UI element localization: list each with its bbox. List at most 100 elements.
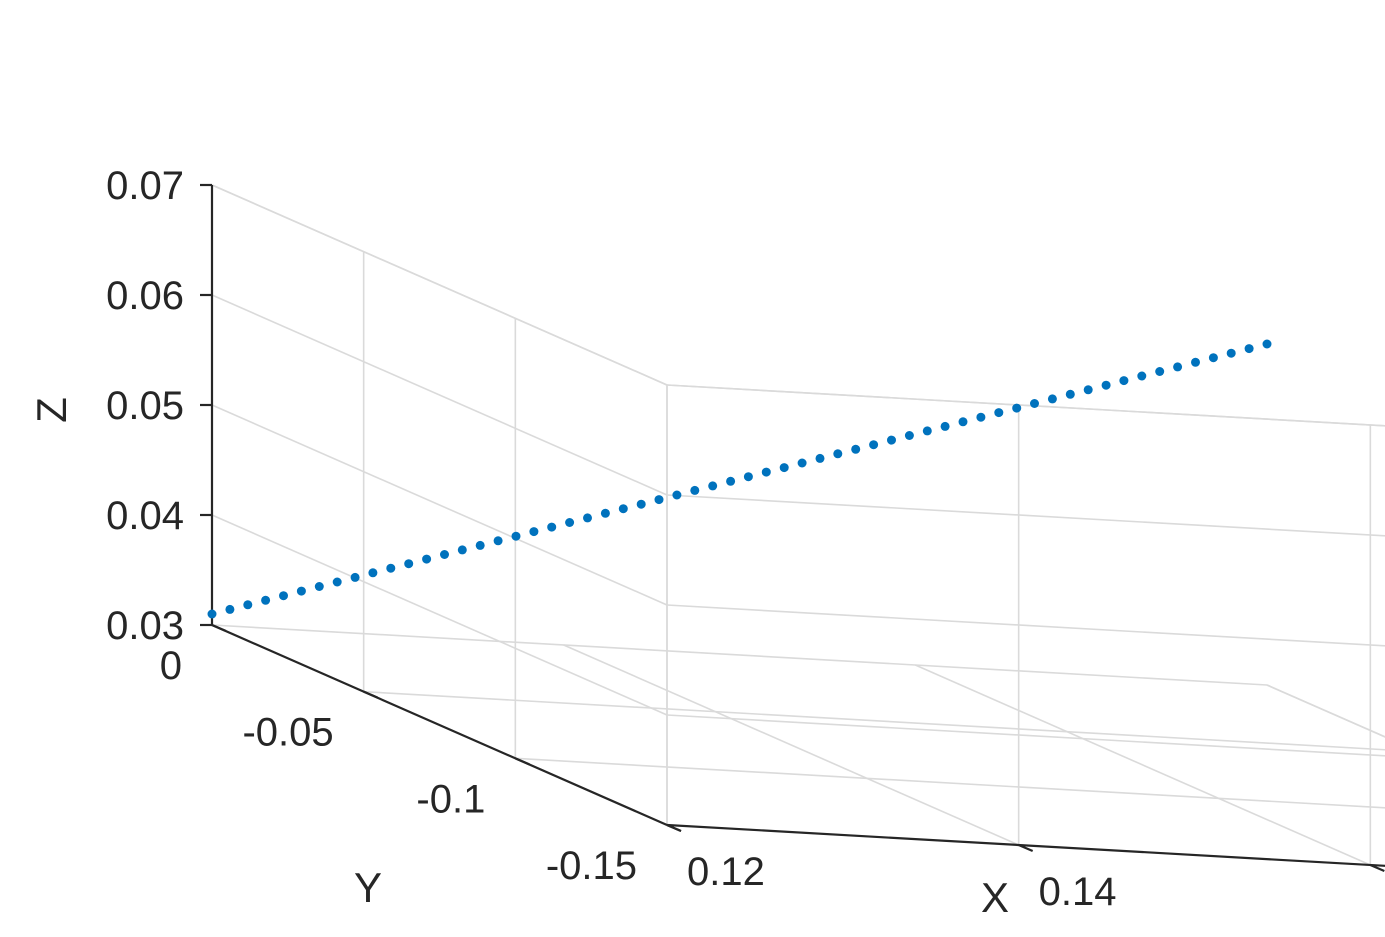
data-point <box>1244 344 1254 354</box>
y-tick <box>514 757 530 766</box>
z-tick-label: 0.03 <box>106 604 184 648</box>
tick-labels: 0.03 0.04 0.05 0.06 0.07 0 -0.05 -0.1 -0.15 0.12 0… <box>106 164 1117 914</box>
box-edge <box>211 184 668 386</box>
grid-line-back-z <box>666 384 1385 427</box>
data-point <box>1012 403 1022 413</box>
grid-line-back-z <box>666 494 1385 537</box>
data-point <box>1191 357 1200 367</box>
y-tick-label: -0.15 <box>546 844 637 888</box>
data-point <box>457 545 467 555</box>
data-point <box>940 421 950 431</box>
data-point <box>493 536 503 546</box>
data-point <box>350 572 360 582</box>
data-point <box>1226 348 1236 358</box>
grid-layer <box>211 184 1385 867</box>
x-axis-line <box>666 823 1385 867</box>
data-point <box>583 513 592 523</box>
data-point <box>332 577 342 587</box>
data-point <box>779 463 789 473</box>
data-point <box>690 485 700 495</box>
grid-line-back-z <box>666 824 1385 867</box>
data-point <box>708 481 718 491</box>
data-point <box>851 444 861 454</box>
data-point <box>207 609 217 619</box>
data-point <box>654 495 664 505</box>
data-point <box>887 435 896 445</box>
data-point <box>922 426 932 436</box>
data-point <box>1137 371 1147 381</box>
data-point <box>726 476 736 486</box>
y-tick-label: -0.1 <box>416 777 485 821</box>
grid-line-floor-x <box>1266 684 1385 738</box>
data-point <box>279 591 288 601</box>
x-tick <box>666 823 682 833</box>
z-tick-label: 0.04 <box>106 494 184 538</box>
box-edge <box>666 384 1385 427</box>
data-point <box>511 531 521 541</box>
data-point <box>1208 353 1218 363</box>
x-tick <box>1018 843 1034 853</box>
data-point <box>1262 339 1272 349</box>
data-point <box>225 604 235 614</box>
z-tick-label: 0.06 <box>106 274 184 318</box>
data-point <box>386 563 396 573</box>
grid-line-left-z <box>211 294 668 496</box>
z-axis-label: Z <box>28 397 75 423</box>
data-point <box>1065 389 1075 399</box>
z-tick-label: 0.05 <box>106 384 184 428</box>
data-point <box>672 490 682 500</box>
data-point <box>440 550 449 559</box>
data-point <box>904 431 914 440</box>
data-point <box>636 499 646 509</box>
grid-line-left-z <box>211 404 668 606</box>
data-point <box>475 540 485 550</box>
data-point <box>404 559 414 569</box>
y-tick <box>211 623 227 633</box>
x-tick-label: 0.14 <box>1039 870 1117 914</box>
data-point <box>261 595 271 605</box>
data-point <box>368 568 378 578</box>
x-tick-label: 0.12 <box>687 850 765 894</box>
y-tick <box>363 690 379 699</box>
grid-line-floor-y <box>211 624 1268 686</box>
y-tick-label: 0 <box>160 644 182 688</box>
data-point <box>743 472 753 482</box>
y-axis-line <box>211 623 668 827</box>
data-point <box>958 417 968 427</box>
data-point <box>1119 376 1129 386</box>
data-point <box>1030 399 1039 408</box>
x-tick <box>1369 863 1385 873</box>
data-point <box>1101 380 1111 390</box>
data-point <box>296 586 306 596</box>
grid-line-left-z <box>211 514 668 716</box>
grid-line-back-z <box>666 604 1385 647</box>
grid-line-floor-y <box>666 824 1385 867</box>
y-axis-label: Y <box>354 864 382 911</box>
data-point <box>1047 394 1057 404</box>
data-point <box>976 412 986 422</box>
y-tick-label: -0.05 <box>242 711 333 755</box>
data-point <box>243 600 253 610</box>
grid-line-back-z <box>666 714 1385 757</box>
grid-line-floor-x <box>915 664 1371 866</box>
data-point <box>994 408 1004 418</box>
data-point <box>314 582 324 591</box>
data-point <box>618 504 628 514</box>
x-axis-label: X <box>981 874 1009 921</box>
z-tick-label: 0.07 <box>106 164 184 208</box>
data-point <box>797 458 807 468</box>
data-point <box>815 453 825 463</box>
data-point <box>761 467 771 477</box>
data-point <box>565 518 575 527</box>
grid-line-floor-x <box>563 644 1019 846</box>
data-point <box>422 554 432 564</box>
data-point <box>869 440 879 450</box>
data-point <box>1173 362 1183 372</box>
data-point <box>547 522 557 532</box>
data-point <box>529 527 539 537</box>
box-edge <box>1266 684 1385 738</box>
grid-line-floor-y <box>515 757 1385 809</box>
data-point <box>833 449 843 459</box>
data-point <box>1155 367 1165 376</box>
